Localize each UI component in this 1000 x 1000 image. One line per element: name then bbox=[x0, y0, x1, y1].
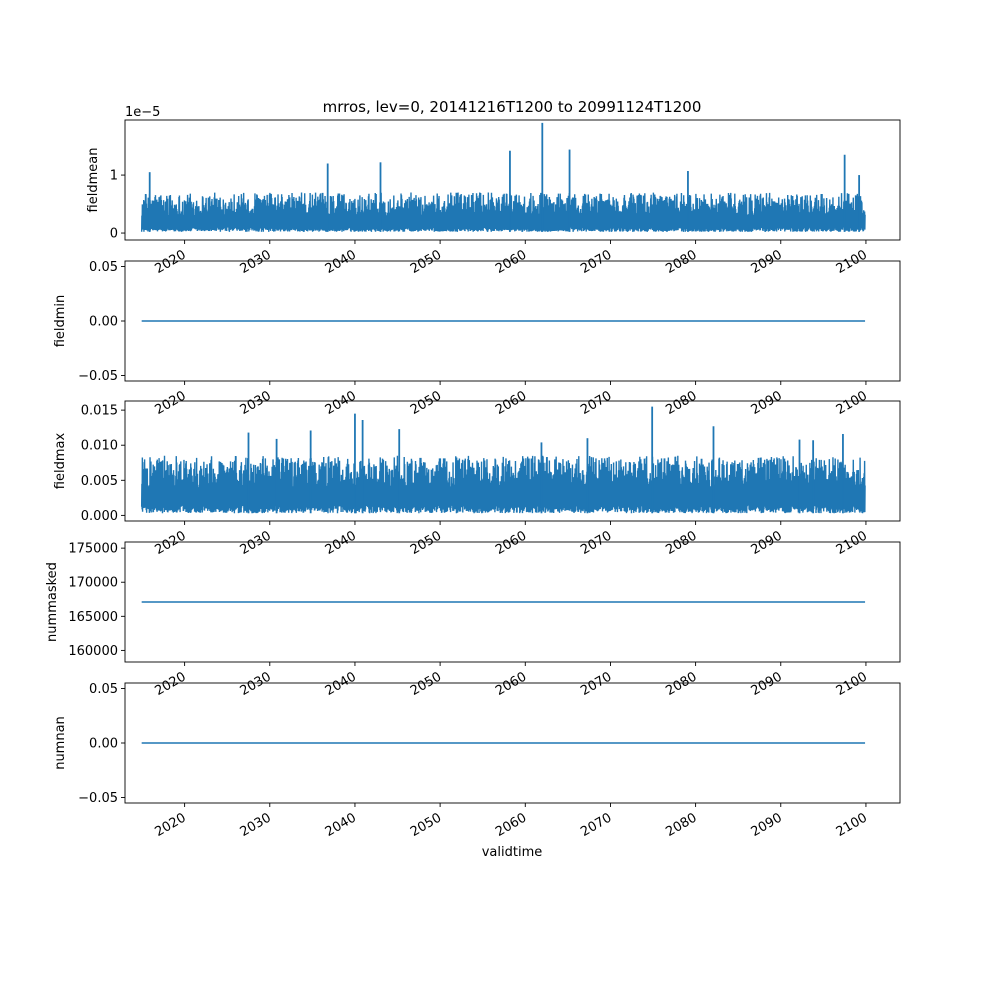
y-tick-label: 0.005 bbox=[81, 474, 118, 489]
x-tick-label: 2090 bbox=[749, 669, 785, 699]
y-axis-label-numnan: numnan bbox=[53, 716, 68, 770]
x-tick-label: 2050 bbox=[408, 247, 444, 277]
x-tick-label: 2040 bbox=[323, 528, 359, 558]
x-tick-label: 2030 bbox=[238, 810, 274, 840]
x-tick-label: 2060 bbox=[493, 247, 529, 277]
x-tick-label: 2070 bbox=[578, 528, 614, 558]
axes-frame-fieldmax bbox=[124, 400, 901, 522]
y-axis-label-fieldmin: fieldmin bbox=[53, 295, 68, 348]
x-tick-label: 2050 bbox=[408, 388, 444, 418]
y-tick-label: 170000 bbox=[68, 576, 118, 591]
series-line-fieldmean bbox=[140, 192, 866, 232]
y-tick-label: 175000 bbox=[68, 542, 118, 557]
chart-title: mrros, lev=0, 20141216T1200 to 20991124T… bbox=[323, 98, 702, 116]
x-axis-label: validtime bbox=[482, 845, 543, 860]
x-tick-label: 2040 bbox=[323, 669, 359, 699]
y-tick-label: 0.00 bbox=[89, 315, 118, 330]
x-tick-label: 2020 bbox=[152, 669, 188, 699]
x-tick-label: 2070 bbox=[578, 810, 614, 840]
x-tick-label: 2060 bbox=[493, 388, 529, 418]
y-offset-label: 1e−5 bbox=[125, 105, 160, 120]
panel-fieldmax: 0.000 0.005 0.010 0.015 2020 2030 2040 2050 2060… bbox=[53, 400, 901, 558]
y-tick-label: 0.05 bbox=[89, 682, 118, 697]
y-tick-label: 160000 bbox=[68, 644, 118, 659]
y-tick-label: 0.010 bbox=[81, 439, 118, 454]
x-tick-label: 2090 bbox=[749, 388, 785, 418]
y-axis-label-fieldmax: fieldmax bbox=[53, 433, 68, 490]
x-tick-label: 2100 bbox=[834, 669, 870, 699]
x-tick-label: 2090 bbox=[749, 247, 785, 277]
x-tick-label: 2060 bbox=[493, 810, 529, 840]
x-tick-label: 2090 bbox=[749, 810, 785, 840]
series-line-fieldmax bbox=[140, 455, 866, 514]
x-tick-label: 2080 bbox=[663, 388, 699, 418]
x-tick-label: 2060 bbox=[493, 669, 529, 699]
x-tick-label: 2030 bbox=[238, 388, 274, 418]
x-tick-label: 2080 bbox=[663, 247, 699, 277]
panel-numnan: −0.05 0.00 0.05 2020 2030 2040 2050 2060 2070 208… bbox=[53, 682, 901, 840]
panel-fieldmean: 0 1 2020 2030 2040 2050 2060 2070 2080 2090 2100 fi… bbox=[86, 105, 901, 277]
panel-nummasked: 160000 165000 170000 175000 2020 2030 2040 2050… bbox=[45, 541, 901, 699]
y-tick-label: 0 bbox=[110, 227, 118, 242]
axes-frame-fieldmean bbox=[124, 119, 901, 241]
x-tick-label: 2020 bbox=[152, 810, 188, 840]
y-axis-label-fieldmean: fieldmean bbox=[86, 148, 101, 213]
y-tick-label: 0.015 bbox=[81, 404, 118, 419]
x-tick-label: 2040 bbox=[323, 388, 359, 418]
x-tick-label: 2050 bbox=[408, 669, 444, 699]
x-tick-label: 2020 bbox=[152, 388, 188, 418]
x-tick-label: 2050 bbox=[408, 810, 444, 840]
x-tick-label: 2100 bbox=[834, 528, 870, 558]
x-tick-label: 2070 bbox=[578, 247, 614, 277]
x-tick-label: 2050 bbox=[408, 528, 444, 558]
x-tick-label: 2100 bbox=[834, 247, 870, 277]
y-tick-label: 0.000 bbox=[81, 509, 118, 524]
x-tick-label: 2090 bbox=[749, 528, 785, 558]
x-tick-label: 2040 bbox=[323, 247, 359, 277]
x-tick-label: 2020 bbox=[152, 528, 188, 558]
panel-fieldmin: −0.05 0.00 0.05 2020 2030 2040 2050 2060 2070 208… bbox=[53, 260, 901, 418]
x-tick-label: 2030 bbox=[238, 528, 274, 558]
axes-frame-nummasked bbox=[124, 541, 901, 663]
y-tick-label: 0.00 bbox=[89, 737, 118, 752]
x-tick-label: 2020 bbox=[152, 247, 188, 277]
y-axis-label-nummasked: nummasked bbox=[45, 562, 60, 642]
y-tick-label: 0.05 bbox=[89, 260, 118, 275]
x-tick-label: 2080 bbox=[663, 528, 699, 558]
x-tick-label: 2040 bbox=[323, 810, 359, 840]
x-tick-label: 2060 bbox=[493, 528, 529, 558]
x-tick-label: 2030 bbox=[238, 247, 274, 277]
x-tick-label: 2100 bbox=[834, 388, 870, 418]
x-tick-label: 2100 bbox=[834, 810, 870, 840]
x-tick-label: 2070 bbox=[578, 669, 614, 699]
y-tick-label: 165000 bbox=[68, 610, 118, 625]
x-tick-label: 2030 bbox=[238, 669, 274, 699]
y-tick-label: 1 bbox=[110, 169, 118, 184]
y-tick-label: −0.05 bbox=[78, 791, 118, 806]
x-tick-label: 2070 bbox=[578, 388, 614, 418]
x-tick-label: 2080 bbox=[663, 669, 699, 699]
y-tick-label: −0.05 bbox=[78, 369, 118, 384]
panels: 0 1 2020 2030 2040 2050 2060 2070 2080 2090 2100 fi… bbox=[45, 105, 901, 840]
x-tick-label: 2080 bbox=[663, 810, 699, 840]
